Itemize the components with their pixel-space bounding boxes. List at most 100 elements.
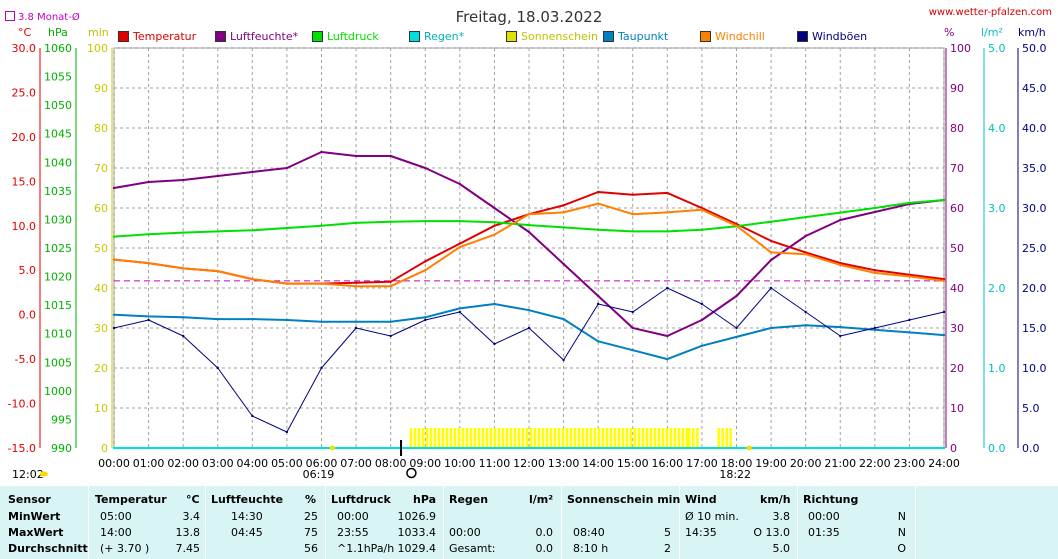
data-point <box>458 219 462 223</box>
sunshine-bar <box>601 428 605 448</box>
summary-cell-wind-t: 14:35 <box>685 526 717 539</box>
minutes-axis-tick: 100 <box>87 42 108 55</box>
rain-axis-tick: 2.0 <box>988 282 1006 295</box>
data-point <box>458 307 462 310</box>
data-point <box>320 150 323 154</box>
sunshine-bar <box>649 428 653 448</box>
data-point <box>700 344 704 347</box>
data-point <box>631 193 634 196</box>
data-point <box>562 226 565 229</box>
sunshine-bar <box>725 428 728 448</box>
data-point <box>216 269 219 273</box>
temp-axis-tick: 10.0 <box>12 220 37 233</box>
sunshine-bar <box>685 428 689 448</box>
summary-cell-dir-v: N <box>897 526 906 539</box>
legend-swatch <box>215 31 226 42</box>
data-point <box>493 302 496 306</box>
sunshine-bar <box>717 428 720 448</box>
data-point <box>631 310 634 314</box>
pressure-axis-tick: 1015 <box>44 299 72 312</box>
sunshine-bar <box>545 428 549 448</box>
x-tick-label: 08:00 <box>375 457 407 470</box>
minutes-axis-tick: 80 <box>94 122 108 135</box>
data-point <box>493 233 496 236</box>
sunshine-bar <box>493 428 497 448</box>
data-point <box>216 317 219 321</box>
sunshine-bar <box>581 428 585 448</box>
summary-cell-rain-t: 00:00 <box>449 526 481 539</box>
data-point <box>216 446 219 450</box>
data-point <box>354 281 358 284</box>
data-point <box>873 328 877 331</box>
x-tick-label: 14:00 <box>582 457 614 470</box>
header-rain: Regen <box>449 493 489 506</box>
summary-cell-hum-v: 56 <box>304 542 318 555</box>
sunshine-bar <box>521 428 525 448</box>
site-url[interactable]: www.wetter-pfalzen.com <box>928 7 1052 18</box>
data-point <box>389 280 392 283</box>
data-point <box>320 366 323 370</box>
sunshine-bar <box>637 428 641 448</box>
sunshine-bar <box>692 428 695 448</box>
data-point <box>181 231 185 234</box>
rain-axis-tick: 3.0 <box>988 202 1006 215</box>
pressure-axis-tick: 1045 <box>44 128 72 141</box>
summary-cell-temp-v: 7.45 <box>175 542 201 555</box>
data-point <box>804 234 807 238</box>
legend-item: Sonnenschein <box>506 30 603 43</box>
chart-legend: Temperatur Luftfeuchte* Luftdruck Regen* Son… <box>118 30 894 43</box>
sunshine-bar <box>473 428 477 448</box>
sunshine-bar <box>497 428 501 448</box>
legend-item: Luftfeuchte* <box>215 30 312 43</box>
data-point <box>424 269 427 272</box>
sunshine-bar <box>688 428 691 448</box>
percent-axis-tick: 50 <box>950 242 964 255</box>
sunshine-bar <box>669 428 673 448</box>
header-sensor: Sensor <box>8 493 51 506</box>
sunshine-bar <box>549 428 553 448</box>
data-point <box>839 446 842 450</box>
sunshine-bar <box>605 428 609 448</box>
data-point <box>596 340 600 343</box>
sunshine-bar <box>525 428 529 448</box>
wind-axis-tick: 40.0 <box>1022 122 1047 135</box>
pressure-axis-tick: 990 <box>51 442 72 455</box>
data-point <box>873 206 877 210</box>
x-tick-label: 21:00 <box>824 457 856 470</box>
x-tick-label: 15:00 <box>617 457 649 470</box>
x-tick-label: 00:00 <box>98 457 130 470</box>
summary-cell-temp-v: 3.4 <box>182 510 201 523</box>
summary-cell-dir-v: O <box>897 542 906 555</box>
data-point <box>839 263 842 267</box>
summary-cell-dir-t: 01:35 <box>808 526 840 539</box>
legend-label: Windböen <box>812 30 868 43</box>
monthly-average-label: 3.8 Monat-Ø <box>5 11 80 23</box>
data-point <box>424 316 427 319</box>
legend-label: Windchill <box>715 30 765 43</box>
legend-swatch <box>603 31 614 42</box>
data-point <box>424 166 427 170</box>
data-point <box>285 282 289 285</box>
x-tick-label: 01:00 <box>133 457 165 470</box>
data-point <box>873 271 877 275</box>
data-point <box>839 211 842 214</box>
wind-axis-tick: 45.0 <box>1022 82 1047 95</box>
summary-cell-rain-v: 0.0 <box>535 542 554 555</box>
data-point <box>527 446 531 450</box>
data-point <box>112 326 116 330</box>
x-tick-label: 13:00 <box>548 457 580 470</box>
sunshine-bar <box>573 428 577 448</box>
temp-axis-tick: 25.0 <box>12 86 37 99</box>
data-point <box>147 318 150 322</box>
summary-cell-rain-t: Gesamt: <box>449 542 496 555</box>
sunshine-bar <box>469 428 473 448</box>
summary-cell-rain-v: 0.0 <box>535 526 554 539</box>
sunshine-bar <box>433 428 437 448</box>
summary-cell-dir-v: N <box>897 510 906 523</box>
wind-axis-tick: 15.0 <box>1022 322 1047 335</box>
data-point <box>112 446 116 450</box>
summary-cell-hum-v: 75 <box>304 526 318 539</box>
sunshine-bar <box>609 428 613 448</box>
data-point <box>493 446 496 450</box>
x-tick-label: 19:00 <box>755 457 787 470</box>
